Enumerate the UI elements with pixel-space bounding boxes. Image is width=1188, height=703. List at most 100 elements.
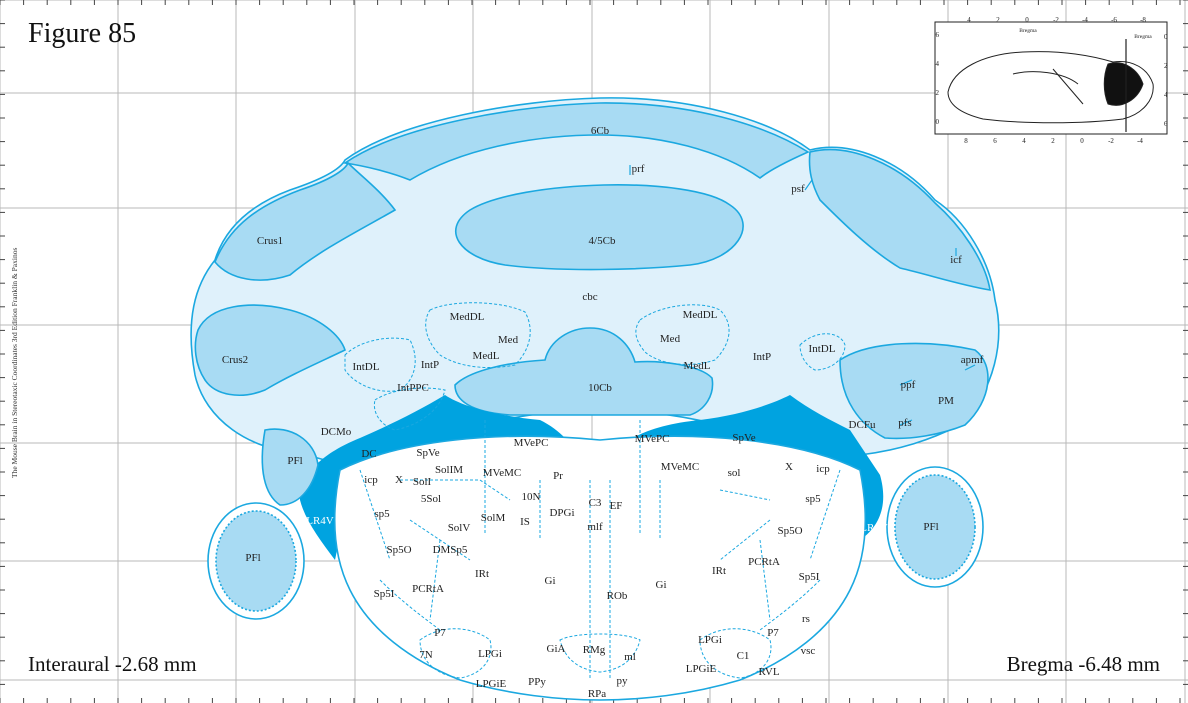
- label-intPPC: IntPPC: [397, 382, 429, 394]
- inset-tick-label: 6: [1164, 120, 1168, 128]
- label-sp5o_r: Sp5O: [777, 525, 802, 537]
- label-ppy: PPy: [528, 676, 546, 688]
- cortex-crus1-r: [808, 148, 991, 291]
- cortex-lobule-6cb: [342, 102, 810, 181]
- label-rpa: RPa: [588, 688, 606, 700]
- label-sol5: 5Sol: [421, 493, 441, 505]
- label-spve_l: SpVe: [416, 447, 439, 459]
- brainstem-outline: [334, 435, 866, 701]
- inset-tick-label: 0: [936, 118, 940, 126]
- label-apmf: apmf: [961, 354, 984, 366]
- cortex-lobule-4-5cb: [455, 184, 744, 271]
- sagittal-inset: 4 2 0 -2 -4 -6 -8 8 6 4 2 0 -2 -4 6 4 2 0 0 2 4 6 Bregma Bregma: [934, 16, 1169, 145]
- inset-tick-label: 6: [993, 137, 997, 145]
- label-solv: SolV: [448, 522, 471, 534]
- inset-brain: [947, 39, 1154, 132]
- inset-tick-label: 2: [1051, 137, 1055, 145]
- label-spve_r: SpVe: [732, 432, 755, 444]
- label-c3: C3: [589, 497, 602, 509]
- label-sp5_l: sp5: [374, 508, 390, 520]
- label-c1: C1: [737, 650, 750, 662]
- inset-tick-label: 0: [1164, 33, 1168, 41]
- label-rvl: RVL: [758, 666, 779, 678]
- inset-tick-label: -2: [1108, 137, 1114, 145]
- label-dc: DC: [361, 448, 376, 460]
- label-lr4v_r: LR4V: [860, 522, 888, 534]
- label-cb6: 6Cb: [591, 125, 610, 137]
- label-pfs: pfs: [898, 417, 911, 429]
- book-credit: The Mouse Brain in Stereotaxic Coordinat…: [10, 247, 19, 478]
- label-mvepc_l: MVePC: [514, 437, 549, 449]
- label-dcfu: DCFu: [849, 419, 876, 431]
- label-dcmo: DCMo: [321, 426, 352, 438]
- label-x_l: X: [395, 474, 403, 486]
- label-rs: rs: [802, 613, 810, 625]
- label-p7_r: P7: [767, 627, 779, 639]
- label-ml: ml: [624, 651, 636, 663]
- label-cb45: 4/5Cb: [589, 235, 616, 247]
- label-mlf: mlf: [587, 521, 603, 533]
- label-dmsp5: DMSp5: [433, 544, 468, 556]
- label-irt_r: IRt: [712, 565, 726, 577]
- inset-tick-label: 0: [1025, 16, 1029, 24]
- label-pfl_r: PFl: [923, 521, 938, 533]
- inset-tick-label: 4: [1164, 91, 1168, 99]
- label-sp5o_l: Sp5O: [386, 544, 411, 556]
- label-med_l: Med: [498, 334, 519, 346]
- label-pfl_ll: PFl: [245, 552, 260, 564]
- label-soll: SolI: [413, 476, 432, 488]
- nucleus-10cb: [454, 327, 714, 416]
- label-pr: Pr: [553, 470, 563, 482]
- label-lr4v_l: LR4V: [306, 515, 334, 527]
- label-dpgi: DPGi: [549, 507, 574, 519]
- interaural-coordinate: Interaural -2.68 mm: [28, 652, 197, 676]
- label-is: IS: [520, 516, 530, 528]
- inset-tick-label: -8: [1140, 16, 1146, 24]
- inset-tick-label: 6: [936, 31, 940, 39]
- label-vsc: vsc: [801, 645, 816, 657]
- label-lpgi_l: LPGi: [478, 648, 502, 660]
- label-sol: sol: [728, 467, 741, 479]
- label-prf: prf: [632, 163, 645, 175]
- label-mvemc_l: MVeMC: [483, 467, 522, 479]
- cortex-crus2: [194, 304, 346, 396]
- label-intDL_l: IntDL: [353, 361, 380, 373]
- label-medL_r: MedL: [684, 360, 711, 372]
- cortex-pm: [839, 342, 989, 440]
- label-cb10: 10Cb: [588, 382, 612, 394]
- label-medL_l: MedL: [473, 350, 500, 362]
- figure-title: Figure 85: [28, 18, 137, 49]
- label-v4: 4V: [586, 445, 600, 457]
- label-n10: 10N: [522, 491, 541, 503]
- label-pcrta_r: PCRtA: [748, 556, 780, 568]
- inset-tick-label: -4: [1137, 137, 1143, 145]
- brain-section: [190, 97, 1000, 701]
- inset-tick-label: Bregma: [1019, 28, 1037, 34]
- inset-tick-label: -4: [1082, 16, 1088, 24]
- label-crus1: Crus1: [257, 235, 283, 247]
- label-gi_l: Gi: [545, 575, 556, 587]
- pfl-left-far-inner: [215, 510, 297, 612]
- inset-tick-label: 0: [1080, 137, 1084, 145]
- inset-tick-label: -6: [1111, 16, 1117, 24]
- label-cbc: cbc: [582, 291, 597, 303]
- label-rob: ROb: [607, 590, 628, 602]
- label-gia: GiA: [547, 643, 566, 655]
- label-p7_l: P7: [434, 627, 446, 639]
- label-icp_r: icp: [816, 463, 830, 475]
- inset-tick-label: 2: [1164, 62, 1168, 70]
- label-solm: SolM: [481, 512, 506, 524]
- pfl-left: [261, 428, 319, 506]
- label-mvepc_r: MVePC: [635, 433, 670, 445]
- label-lpgi_r: LPGi: [698, 634, 722, 646]
- pfl-right-far-inner: [894, 474, 976, 580]
- label-lpgie_l: LPGiE: [476, 678, 507, 690]
- label-icf: icf: [950, 254, 962, 266]
- nucleus-boundaries: [344, 302, 846, 680]
- label-sp5i_r: Sp5I: [799, 571, 820, 583]
- label-intP_r: IntP: [753, 351, 771, 363]
- label-mvemc_r: MVeMC: [661, 461, 700, 473]
- label-intP_l: IntP: [421, 359, 439, 371]
- inset-axes: 4 2 0 -2 -4 -6 -8 8 6 4 2 0 -2 -4 6 4 2 0 0 2 4 6 Bregma Bregma: [936, 16, 1169, 145]
